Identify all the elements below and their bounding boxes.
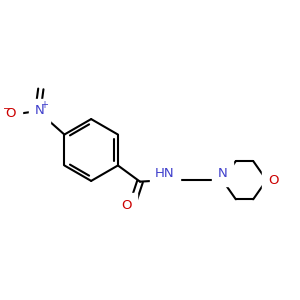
Text: +: + xyxy=(40,100,48,110)
Text: −: − xyxy=(3,103,11,114)
Text: N: N xyxy=(218,167,227,180)
Text: O: O xyxy=(268,174,278,187)
Text: O: O xyxy=(121,199,131,212)
Text: N: N xyxy=(34,104,44,118)
Text: O: O xyxy=(6,107,16,120)
Text: HN: HN xyxy=(155,167,175,180)
